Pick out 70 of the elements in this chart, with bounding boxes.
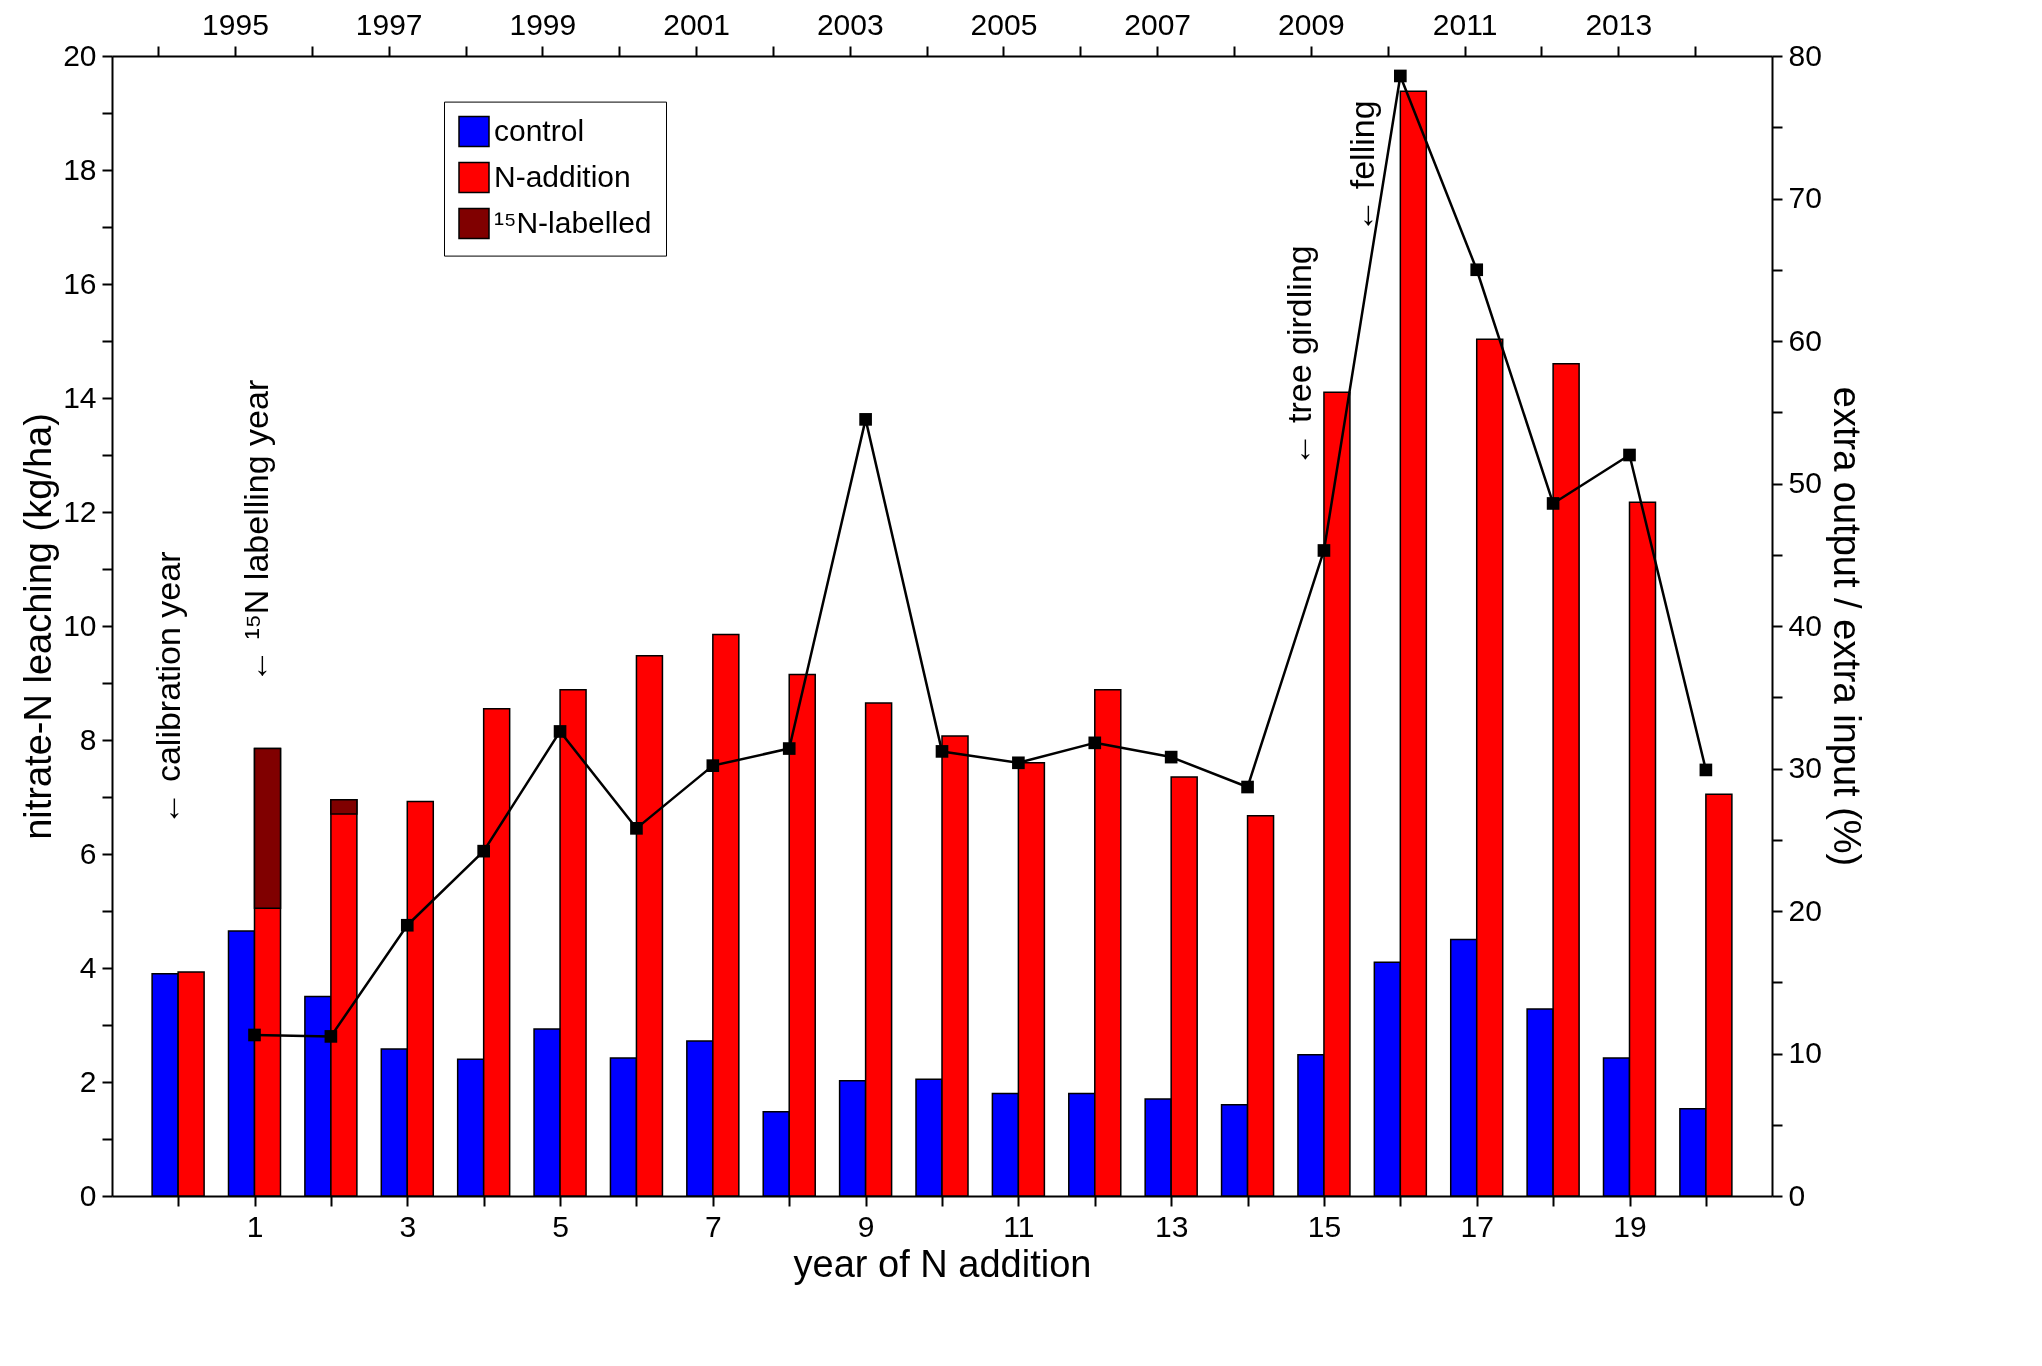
y2-tick-label: 20 bbox=[1788, 893, 1822, 927]
point bbox=[782, 742, 796, 755]
y-tick-label: 0 bbox=[79, 1178, 97, 1212]
x-tick-label: 3 bbox=[399, 1209, 417, 1243]
point bbox=[553, 725, 567, 738]
y-tick-label: 4 bbox=[79, 950, 97, 984]
point bbox=[1241, 780, 1254, 794]
legend-label: control bbox=[494, 113, 585, 147]
point bbox=[1546, 497, 1560, 510]
y-axis-title: nitrate-N leaching (kg/ha) bbox=[17, 413, 60, 840]
y-tick-label: 6 bbox=[79, 836, 97, 870]
y2-axis-title: extra output / extra input (%) bbox=[1825, 386, 1868, 867]
x2-tick-label: 2013 bbox=[1585, 7, 1653, 41]
y-tick-label: 10 bbox=[63, 608, 97, 642]
point bbox=[1012, 756, 1025, 770]
y-tick-label: 18 bbox=[63, 152, 97, 186]
y-tick-label: 14 bbox=[63, 380, 97, 414]
y2-tick-label: 60 bbox=[1788, 323, 1822, 357]
annotation: ← tree girdling bbox=[1279, 245, 1318, 467]
point bbox=[1164, 750, 1178, 764]
x-tick-label: 17 bbox=[1460, 1209, 1494, 1243]
y-tick-label: 8 bbox=[79, 722, 97, 756]
x-tick-label: 7 bbox=[704, 1209, 722, 1243]
y-tick-label: 12 bbox=[63, 494, 97, 528]
x2-tick-label: 2007 bbox=[1124, 7, 1192, 41]
x-tick-label: 13 bbox=[1154, 1209, 1189, 1243]
point bbox=[1699, 763, 1713, 777]
point bbox=[1394, 69, 1407, 83]
annotation: ← felling bbox=[1342, 100, 1381, 233]
annotation: ← ¹⁵N labelling year bbox=[237, 379, 276, 683]
point bbox=[248, 1028, 261, 1042]
x2-tick-label: 2003 bbox=[816, 7, 884, 41]
point bbox=[706, 759, 720, 772]
x2-tick-label: 1995 bbox=[202, 7, 269, 41]
y2-tick-label: 70 bbox=[1788, 181, 1822, 214]
point bbox=[1088, 736, 1102, 750]
x2-tick-label: 1999 bbox=[509, 7, 577, 41]
point bbox=[400, 918, 414, 932]
point bbox=[477, 844, 490, 858]
x-tick-label: 19 bbox=[1613, 1209, 1647, 1243]
legend-label: ¹⁵N-labelled bbox=[494, 205, 652, 239]
legend-label: N-addition bbox=[494, 159, 631, 193]
x-tick-label: 1 bbox=[246, 1209, 264, 1243]
x-tick-label: 5 bbox=[552, 1209, 569, 1243]
x-tick-label: 9 bbox=[857, 1209, 875, 1243]
y2-tick-label: 10 bbox=[1788, 1036, 1822, 1069]
point bbox=[630, 822, 643, 835]
y2-tick-label: 80 bbox=[1788, 38, 1822, 72]
point bbox=[1470, 263, 1484, 277]
y2-tick-label: 50 bbox=[1788, 466, 1822, 499]
x2-tick-label: 1997 bbox=[355, 7, 423, 41]
y2-tick-label: 0 bbox=[1788, 1178, 1806, 1212]
annotation: ← calibration year bbox=[149, 551, 188, 826]
point bbox=[935, 745, 949, 758]
point bbox=[324, 1030, 338, 1043]
y-tick-label: 16 bbox=[63, 266, 97, 300]
y-tick-label: 20 bbox=[63, 38, 97, 72]
x2-tick-label: 2005 bbox=[970, 7, 1038, 41]
y-tick-label: 2 bbox=[79, 1064, 97, 1098]
x-tick-label: 11 bbox=[1003, 1209, 1035, 1243]
point bbox=[1317, 544, 1331, 557]
y2-tick-label: 30 bbox=[1788, 751, 1822, 784]
x2-tick-label: 2011 bbox=[1432, 7, 1498, 41]
y2-tick-label: 40 bbox=[1788, 608, 1822, 642]
x2-tick-label: 2009 bbox=[1278, 7, 1345, 41]
point bbox=[859, 413, 872, 426]
x2-tick-label: 2001 bbox=[663, 7, 730, 41]
x-axis-title: year of N addition bbox=[793, 1242, 1092, 1285]
x-tick-label: 15 bbox=[1307, 1209, 1342, 1243]
point bbox=[1623, 448, 1636, 462]
